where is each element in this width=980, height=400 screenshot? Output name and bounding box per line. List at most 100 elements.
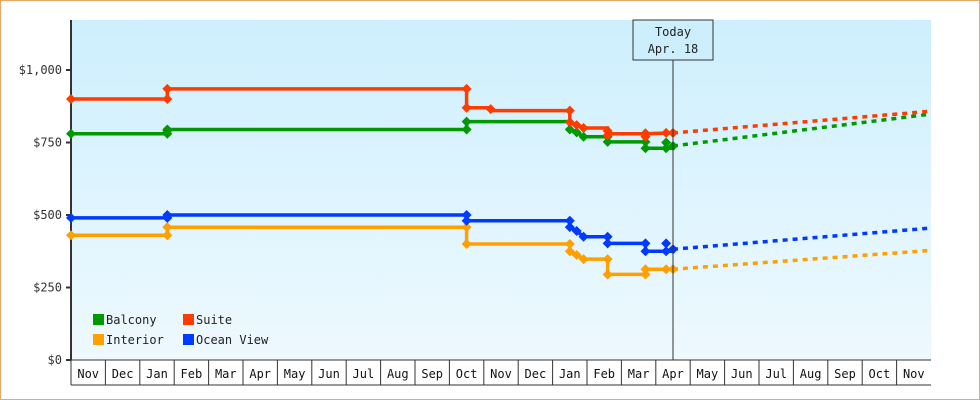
data-point-marker [578, 123, 589, 133]
data-point-marker [571, 250, 582, 261]
month-label: Oct [869, 367, 891, 381]
forecast-line [672, 248, 932, 271]
data-point-marker [66, 212, 76, 223]
month-label: Dec [112, 367, 134, 381]
data-point-marker [578, 254, 589, 265]
data-point-marker [640, 238, 651, 249]
legend-swatch [93, 314, 104, 325]
month-label: Jan [146, 367, 168, 381]
y-tick-label: $0 [48, 353, 62, 367]
data-point-marker [162, 210, 173, 220]
legend: Balcony Suite Interior Ocean View [93, 313, 269, 347]
data-point-marker [640, 143, 651, 154]
plot-area [71, 20, 931, 360]
month-label: May [284, 367, 306, 381]
month-label: Feb [593, 367, 615, 381]
month-label: Aug [800, 367, 822, 381]
legend-label: Balcony [106, 313, 157, 327]
month-label: Feb [181, 367, 203, 381]
y-tick-label: $500 [33, 208, 62, 222]
data-point-marker [661, 264, 672, 275]
series-interior [66, 222, 932, 280]
data-point-marker [162, 222, 173, 233]
today-label: Today [655, 25, 691, 39]
data-point-marker [564, 222, 575, 233]
data-point-marker [66, 94, 76, 104]
data-point-marker [564, 246, 575, 257]
month-label: Aug [387, 367, 409, 381]
month-label: Nov [490, 367, 512, 381]
data-point-marker [571, 120, 582, 131]
data-point-marker [602, 130, 613, 141]
data-point-marker [162, 83, 173, 94]
month-label: Sep [834, 367, 856, 381]
month-label: Jul [765, 367, 787, 381]
series-balcony [66, 112, 932, 154]
data-point-marker [162, 230, 173, 241]
month-label: Jul [353, 367, 375, 381]
series-suite [66, 83, 932, 142]
forecast-line [672, 112, 932, 148]
month-label: Mar [628, 367, 650, 381]
legend-item-interior: Interior [93, 333, 164, 347]
today-marker: Today Apr. 18 [632, 19, 714, 360]
data-point-marker [602, 231, 613, 242]
month-label: Nov [77, 367, 99, 381]
legend-item-balcony: Balcony [93, 313, 157, 327]
today-box [632, 19, 714, 61]
forecast-line [672, 109, 932, 135]
month-label: Sep [421, 367, 443, 381]
data-point-marker [485, 104, 496, 115]
legend-item-suite: Suite [183, 313, 232, 327]
data-point-marker [578, 231, 589, 242]
data-point-marker [602, 269, 613, 280]
month-label: May [697, 367, 719, 381]
data-point-marker [461, 210, 472, 220]
data-point-marker [461, 124, 472, 135]
data-point-marker [661, 127, 672, 138]
month-label: Oct [456, 367, 478, 381]
history-line [71, 225, 673, 277]
legend-item-ocean-view: Ocean View [183, 333, 269, 347]
legend-label: Ocean View [196, 333, 269, 347]
data-point-marker [571, 127, 582, 138]
y-axis: $0 $250 $500 $750 $1,000 [19, 20, 72, 367]
data-point-marker [162, 94, 173, 104]
data-point-marker [602, 136, 613, 147]
data-point-marker [602, 254, 613, 265]
legend-label: Suite [196, 313, 232, 327]
month-label: Dec [525, 367, 547, 381]
data-point-marker [461, 239, 472, 249]
month-label: Mar [215, 367, 237, 381]
month-label: Jan [559, 367, 581, 381]
today-date: Apr. 18 [648, 42, 699, 56]
month-label: Apr [249, 367, 271, 381]
data-point-marker [640, 131, 651, 142]
data-point-marker [602, 238, 613, 249]
series-ocean-view [66, 210, 932, 257]
data-point-marker [66, 128, 76, 139]
legend-swatch [183, 314, 194, 325]
data-point-marker [461, 102, 472, 113]
data-point-marker [640, 264, 651, 275]
data-point-marker [461, 116, 472, 127]
data-point-marker [461, 222, 472, 233]
data-point-marker [66, 230, 76, 241]
y-tick-label: $250 [33, 281, 62, 295]
data-point-marker [461, 215, 472, 226]
data-point-marker [571, 225, 582, 236]
data-point-marker [661, 137, 672, 148]
data-point-marker [564, 105, 575, 116]
month-label: Jun [318, 367, 340, 381]
y-tick-label: $750 [33, 136, 62, 150]
legend-swatch [93, 334, 104, 345]
series-group [66, 83, 932, 280]
data-point-marker [564, 215, 575, 226]
data-point-marker [162, 124, 173, 135]
data-point-marker [640, 136, 651, 147]
data-point-marker [640, 269, 651, 280]
data-point-marker [661, 238, 672, 249]
forecast-line [672, 226, 932, 251]
month-label: Jun [731, 367, 753, 381]
